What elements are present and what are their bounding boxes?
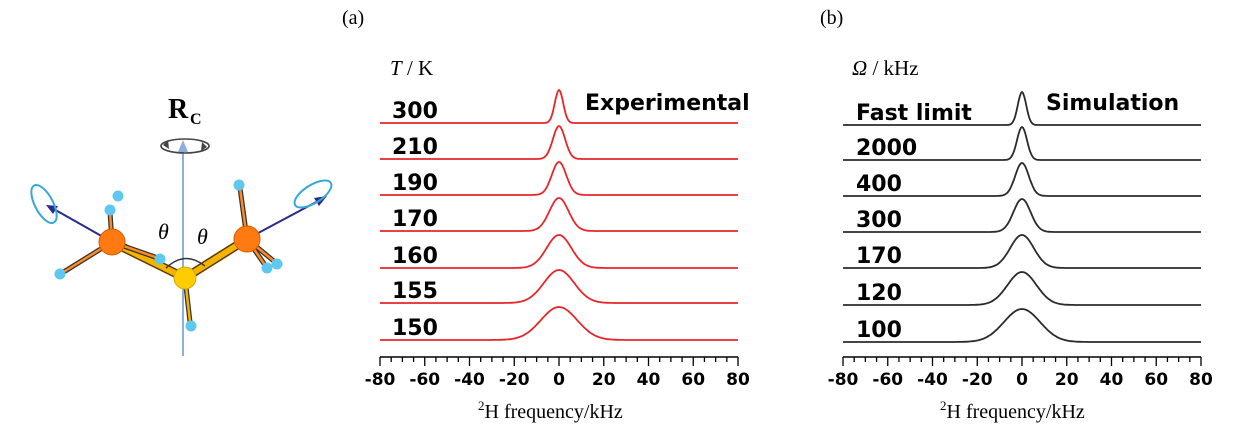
x-tick-label: -80 (365, 370, 396, 390)
carbon-atom-right (233, 225, 261, 253)
axis-label-main: R (168, 94, 189, 125)
sulfur-atom (173, 266, 197, 290)
rotation-axis-arrowhead (178, 140, 188, 152)
spectrum-line (380, 88, 738, 124)
panel-title-a: Experimental (585, 91, 750, 116)
spectrum-line (380, 197, 738, 232)
spectrum-line (843, 234, 1201, 269)
x-tick-label: -40 (917, 370, 948, 390)
panel-label-a: (a) (342, 7, 364, 29)
molecule-diagram: R C θ (30, 94, 333, 356)
x-tick-label: -20 (499, 370, 530, 390)
series-label: 170 (392, 207, 438, 232)
x-tick-label: -60 (872, 370, 903, 390)
series-label: 150 (392, 316, 438, 341)
x-tick-label: 40 (637, 370, 661, 390)
spectrum-line (380, 234, 738, 269)
spectrum-line (843, 162, 1201, 197)
series-label: 100 (856, 318, 902, 343)
x-tick-label: 60 (1144, 370, 1168, 390)
xlabel-a: 2H frequency/kHz (478, 398, 623, 423)
hydrogen-atom (104, 204, 116, 216)
series-label: 160 (392, 244, 438, 269)
param-header-a: T / K (390, 56, 433, 80)
x-axis-a: -80 -60 -40 -20 0 20 40 60 80 (365, 356, 750, 390)
hydrogen-atom (112, 190, 124, 202)
hydrogen-atom (271, 258, 283, 270)
series-label: 300 (856, 208, 902, 233)
series-labels-a: 300 210 190 170 160 155 150 (392, 99, 438, 341)
x-tick-label: -20 (962, 370, 993, 390)
series-labels-b: Fast limit 2000 400 300 170 120 100 (856, 101, 972, 343)
x-tick-label: 0 (1016, 370, 1028, 390)
series-label: 400 (856, 172, 902, 197)
x-tick-label: -40 (454, 370, 485, 390)
carbon-atom-left (98, 228, 126, 256)
x-tick-label: 80 (1189, 370, 1213, 390)
x-tick-label: 80 (726, 370, 750, 390)
axis-rotation-arrow-left (163, 140, 169, 149)
series-label: 120 (856, 281, 902, 306)
hydrogen-atom (54, 268, 66, 280)
spectra-panel-experimental: T / K Experimental 300 210 190 170 160 155 150… (365, 56, 750, 423)
angle-label-right: θ (197, 224, 208, 249)
spectrum-line (843, 198, 1201, 233)
spectra-curves-a (380, 88, 738, 341)
series-label: 155 (392, 279, 438, 304)
spectrum-line (843, 308, 1201, 343)
methyl-rotation-right (293, 179, 333, 209)
series-label: 170 (856, 244, 902, 269)
spectrum-line (380, 124, 738, 160)
x-tick-label: -60 (409, 370, 440, 390)
x-tick-label: 0 (553, 370, 565, 390)
spectrum-line (843, 271, 1201, 306)
x-tick-label: -80 (828, 370, 859, 390)
hydrogen-atom (261, 262, 273, 274)
panel-title-b: Simulation (1046, 91, 1179, 116)
hydrogen-atom (233, 179, 245, 191)
series-label: 2000 (856, 136, 917, 161)
spectrum-line (380, 306, 738, 341)
axis-rotation-ellipse (160, 138, 210, 154)
spectra-panel-simulation: Ω / kHz Simulation Fast limit20004003001… (828, 56, 1213, 423)
series-label: 300 (392, 99, 438, 124)
angle-label-left: θ (158, 219, 169, 244)
methyl-rotation-left (30, 183, 58, 225)
x-tick-label: 60 (681, 370, 705, 390)
panel-label-b: (b) (820, 7, 843, 29)
series-label: Fast limit (856, 101, 972, 126)
axis-label-sub: C (190, 111, 202, 128)
hydrogen-atom (154, 253, 166, 265)
xlabel-b: 2H frequency/kHz (940, 398, 1085, 423)
spectrum-line (380, 269, 738, 304)
x-tick-label: 20 (592, 370, 616, 390)
spectrum-line (843, 90, 1201, 126)
spectrum-line (380, 161, 738, 196)
x-axis-b: -80 -60 -40 -20 0 20 40 60 80 (828, 356, 1213, 390)
series-label: 190 (392, 171, 438, 196)
hydrogen-atom (185, 320, 197, 332)
spectra-curves-b (843, 90, 1201, 343)
spectrum-line (843, 125, 1201, 161)
x-tick-label: 20 (1055, 370, 1079, 390)
axis-rotation-arrow-right (201, 142, 207, 151)
x-tick-label: 40 (1100, 370, 1124, 390)
series-label: 210 (392, 135, 438, 160)
angle-arc (165, 257, 206, 269)
param-header-b: Ω / kHz (852, 56, 919, 80)
